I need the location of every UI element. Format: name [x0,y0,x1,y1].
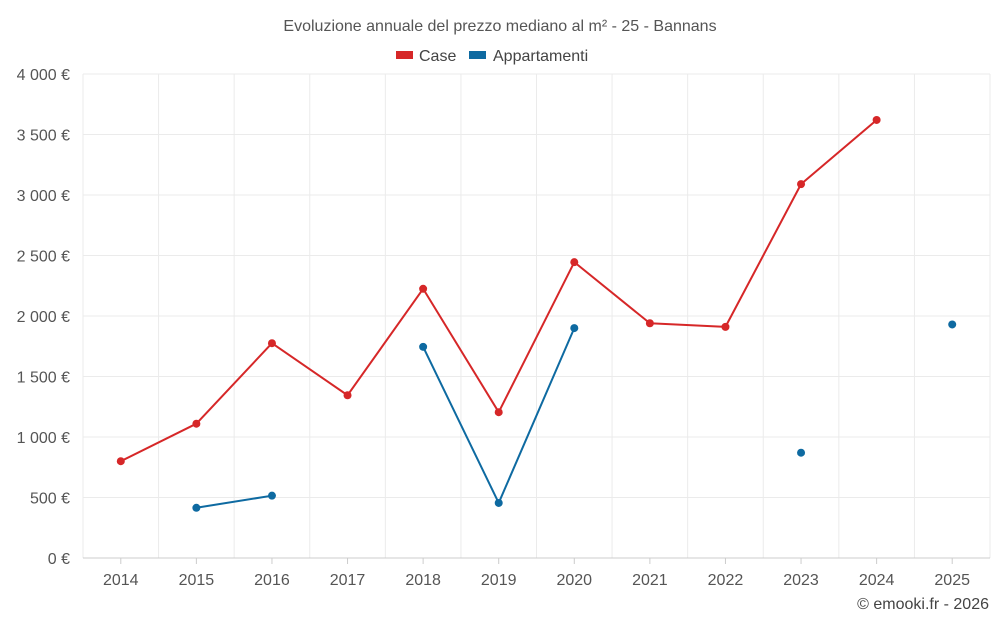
y-tick-label: 3 000 € [17,188,70,205]
data-point-appartamenti-2025[interactable] [948,320,957,329]
credit-text: © emooki.fr - 2026 [857,596,989,613]
x-tick-label: 2025 [934,572,970,589]
data-point-case-2021[interactable] [645,319,654,328]
x-tick-label: 2023 [783,572,819,589]
grid-lines [82,73,991,558]
data-point-case-2014[interactable] [116,457,125,466]
legend-swatch-case[interactable] [396,51,413,59]
data-point-case-2020[interactable] [570,258,579,267]
x-tick-label: 2015 [179,572,215,589]
x-tick-label: 2021 [632,572,668,589]
y-tick-label: 500 € [30,491,70,508]
data-point-case-2016[interactable] [267,339,276,348]
legend-label-case[interactable]: Case [419,48,456,65]
y-tick-label: 2 000 € [17,309,70,326]
data-point-case-2023[interactable] [797,180,806,189]
x-tick-label: 2018 [405,572,441,589]
y-tick-label: 2 500 € [17,249,70,266]
y-tick-label: 3 500 € [17,128,70,145]
x-tick-label: 2019 [481,572,517,589]
axes: 0 € 500 € 1 000 € 1 500 € 2 000 € 2 500 € 3 00… [17,67,990,589]
data-point-case-2017[interactable] [343,391,352,400]
data-point-appartamenti-2015[interactable] [192,503,201,512]
chart-title: Evoluzione annuale del prezzo mediano al… [283,18,716,35]
data-point-appartamenti-2016[interactable] [267,491,276,500]
legend-label-appartamenti[interactable]: Appartamenti [493,48,588,65]
data-point-case-2019[interactable] [494,408,503,417]
data-point-appartamenti-2018[interactable] [419,342,428,351]
legend-swatch-appartamenti[interactable] [469,51,486,59]
data-point-case-2018[interactable] [419,284,428,293]
x-tick-label: 2024 [859,572,895,589]
legend[interactable]: Case Appartamenti [396,48,588,65]
data-point-case-2022[interactable] [721,322,730,331]
x-tick-label: 2022 [708,572,744,589]
x-tick-label: 2016 [254,572,290,589]
data-point-appartamenti-2023[interactable] [797,448,806,457]
data-point-case-2024[interactable] [872,115,881,124]
data-point-appartamenti-2019[interactable] [494,498,503,507]
series-line-appartamenti [196,494,273,509]
y-tick-label: 1 500 € [17,370,70,387]
y-tick-label: 1 000 € [17,430,70,447]
x-tick-label: 2020 [556,572,592,589]
data-point-appartamenti-2020[interactable] [570,324,579,333]
x-tick-label: 2017 [330,572,366,589]
data-point-case-2015[interactable] [192,419,201,428]
series-layer [116,115,957,512]
y-tick-label: 4 000 € [17,67,70,84]
y-tick-label: 0 € [48,551,70,568]
x-tick-label: 2014 [103,572,139,589]
